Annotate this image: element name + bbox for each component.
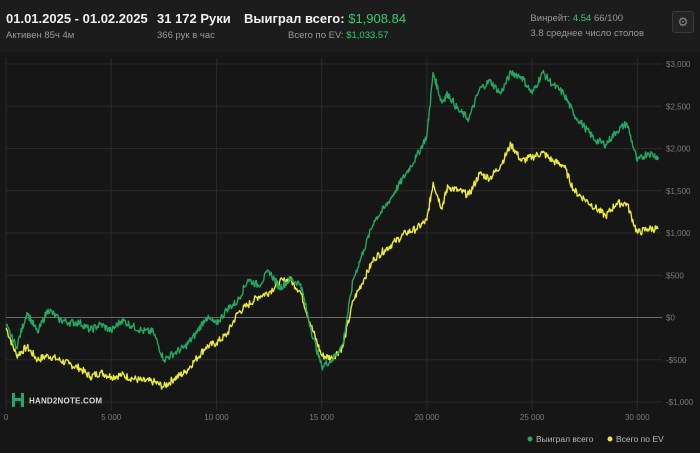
winrate-label: Винрейт: (530, 13, 571, 24)
stats-header: 01.01.2025 - 01.02.2025 Активен 85ч 4м 3… (0, 0, 700, 50)
y-tick-label: $1,000 (666, 229, 691, 238)
x-tick-label: 25 000 (520, 413, 545, 422)
ev-label: Всего по EV: (288, 30, 344, 41)
avg-tables: 3.8 среднее число столов (530, 28, 644, 39)
legend-marker-won (527, 436, 533, 442)
winrate-unit: 66/100 (593, 13, 624, 24)
ev-total: Всего по EV: $1,033.57 (244, 30, 406, 41)
x-tick-label: 30 000 (625, 413, 650, 422)
winrate-value: 4.54 (572, 13, 592, 24)
legend: Выиграл всего Всего по EV (527, 434, 664, 444)
y-tick-label: -$1,000 (666, 398, 694, 407)
x-tick-label: 5 000 (101, 413, 122, 422)
y-tick-label: $500 (666, 271, 684, 280)
winnings-block: Выиграл всего: $1,908.84 Всего по EV: $1… (244, 11, 406, 41)
series-line-won (5, 69, 660, 371)
winrate: Винрейт: 4.54 66/100 (530, 13, 644, 24)
won-label: Выиграл всего: (244, 11, 345, 26)
date-range-block: 01.01.2025 - 01.02.2025 Активен 85ч 4м (6, 11, 148, 41)
legend-marker-ev (607, 436, 613, 442)
winrate-block: Винрейт: 4.54 66/100 3.8 среднее число с… (530, 13, 644, 39)
ev-value: $1,033.57 (346, 30, 389, 41)
gear-icon: ⚙ (677, 15, 689, 29)
graph-panel: 0 5 000 10 000 15 000 20 000 25 000 30 000 $3,0… (0, 52, 700, 453)
date-range[interactable]: 01.01.2025 - 01.02.2025 (6, 11, 148, 26)
hands-count: 31 172 Руки (157, 11, 231, 26)
x-tick-label: 0 (4, 413, 9, 422)
settings-button[interactable]: ⚙ (672, 11, 694, 33)
series-line-ev (5, 141, 659, 390)
y-tick-label: $2,000 (666, 145, 691, 154)
legend-label-ev[interactable]: Всего по EV (616, 434, 664, 444)
logo-text: HAND2NOTE.COM (29, 397, 102, 406)
y-tick-label: $2,500 (666, 102, 691, 111)
won-total: Выиграл всего: $1,908.84 (244, 11, 406, 26)
hands-per-hour: 366 рук в час (157, 30, 215, 41)
won-value: $1,908.84 (348, 11, 407, 26)
legend-label-won[interactable]: Выиграл всего (536, 434, 594, 444)
y-tick-label: $0 (666, 314, 675, 323)
axis-ticks: 0 5 000 10 000 15 000 20 000 25 000 30 000 $3,0… (4, 60, 694, 422)
x-tick-label: 15 000 (309, 413, 334, 422)
y-tick-label: -$500 (666, 356, 687, 365)
y-tick-label: $3,000 (666, 60, 691, 69)
h2n-logo-icon (12, 393, 24, 407)
active-time: Активен 85ч 4м (6, 30, 75, 41)
x-tick-label: 10 000 (204, 413, 229, 422)
x-tick-label: 20 000 (415, 413, 440, 422)
hands-block: 31 172 Руки 366 рук в час (157, 11, 231, 41)
winnings-chart: 0 5 000 10 000 15 000 20 000 25 000 30 000 $3,0… (4, 58, 694, 444)
y-tick-label: $1,500 (666, 187, 691, 196)
hand2note-logo: HAND2NOTE.COM (12, 393, 102, 407)
grid (5, 58, 662, 410)
series (5, 69, 660, 390)
